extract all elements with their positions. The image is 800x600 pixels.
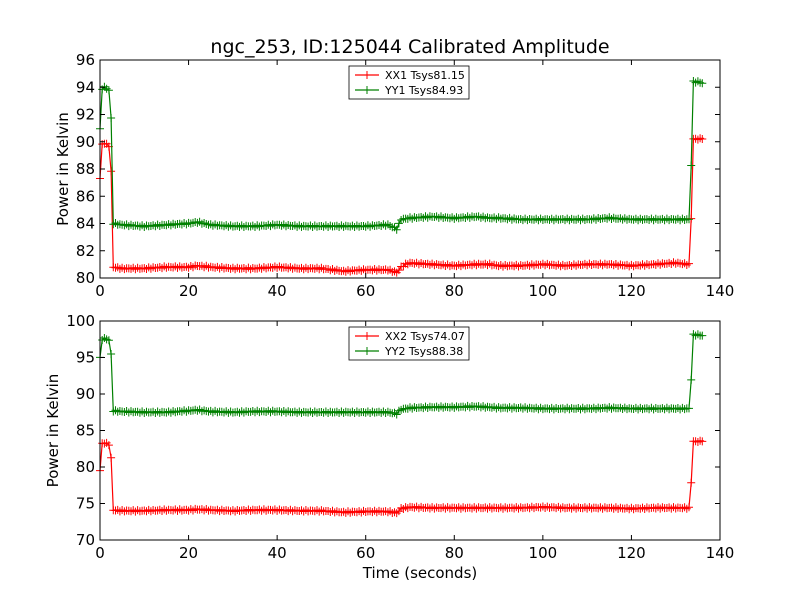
legend-box bbox=[348, 326, 470, 361]
y-tick-label: 70 bbox=[76, 531, 95, 549]
legend-label: XX1 Tsys81.15 bbox=[385, 69, 465, 82]
top-subplot: 0 20 40 60 80 100 120 140 80 82 84 86 88 90 92 94 96 Powe… bbox=[54, 51, 734, 300]
x-tick-label: 100 bbox=[529, 544, 558, 562]
x-tick-label: 60 bbox=[356, 282, 375, 300]
x-tick-label: 100 bbox=[529, 282, 558, 300]
y-axis-label: Power in Kelvin bbox=[54, 112, 72, 226]
data-point-marker bbox=[698, 437, 707, 446]
y-tick-label: 90 bbox=[76, 133, 95, 151]
x-tick-label: 0 bbox=[95, 544, 105, 562]
data-point-marker bbox=[698, 79, 707, 88]
y-tick-label: 94 bbox=[76, 78, 95, 96]
data-point-marker bbox=[104, 441, 113, 450]
y-tick-label: 82 bbox=[76, 242, 95, 260]
legend-label: YY2 Tsys88.38 bbox=[384, 345, 463, 358]
x-tick-label: 80 bbox=[445, 544, 464, 562]
data-point-marker bbox=[107, 453, 116, 462]
x-tick-label: 140 bbox=[706, 282, 735, 300]
legend-marker bbox=[363, 347, 371, 355]
y-tick-label: 95 bbox=[76, 349, 95, 367]
y-tick-label: 92 bbox=[76, 106, 95, 124]
x-tick-label: 20 bbox=[179, 282, 198, 300]
y-tick-label: 100 bbox=[66, 312, 95, 330]
data-point-marker bbox=[107, 167, 116, 176]
legend-box bbox=[348, 65, 470, 100]
y-tick-label: 80 bbox=[76, 269, 95, 287]
data-point-marker bbox=[685, 259, 693, 268]
x-tick-label: 140 bbox=[706, 544, 735, 562]
legend-label: XX2 Tsys74.07 bbox=[385, 330, 465, 343]
y-tick-label: 75 bbox=[76, 495, 95, 513]
data-point-marker bbox=[685, 215, 693, 224]
legend-marker bbox=[363, 71, 371, 79]
data-point-marker bbox=[104, 86, 113, 95]
chart-title: ngc_253, ID:125044 Calibrated Amplitude bbox=[210, 36, 609, 58]
x-tick-label: 40 bbox=[268, 282, 287, 300]
legend-marker bbox=[363, 332, 371, 340]
data-point-marker bbox=[392, 225, 401, 234]
y-tick-label: 86 bbox=[76, 187, 95, 205]
data-point-marker bbox=[685, 503, 693, 512]
x-tick-label: 60 bbox=[356, 544, 375, 562]
y-tick-label: 85 bbox=[76, 422, 95, 440]
data-point-marker bbox=[687, 161, 696, 170]
x-tick-label: 20 bbox=[179, 544, 198, 562]
y-tick-label: 96 bbox=[76, 51, 95, 69]
y-tick-label: 84 bbox=[76, 215, 95, 233]
data-point-marker bbox=[107, 350, 116, 358]
x-tick-label: 40 bbox=[268, 544, 287, 562]
y-tick-label: 90 bbox=[76, 385, 95, 403]
data-point-marker bbox=[698, 331, 707, 340]
bottom-subplot: 0 20 40 60 80 100 120 140 70 75 80 85 90 95 100 Power i… bbox=[44, 312, 734, 582]
x-tick-label: 0 bbox=[95, 282, 105, 300]
data-point-marker bbox=[104, 336, 113, 345]
legend-marker bbox=[363, 86, 371, 94]
x-tick-label: 120 bbox=[617, 282, 646, 300]
y-axis-label: Power in Kelvin bbox=[44, 374, 62, 488]
data-point-marker bbox=[107, 114, 116, 122]
legend-label: YY1 Tsys84.93 bbox=[384, 84, 463, 97]
data-point-marker bbox=[698, 135, 707, 143]
data-point-marker bbox=[687, 375, 696, 384]
y-tick-label: 88 bbox=[76, 160, 95, 178]
y-tick-label: 80 bbox=[76, 458, 95, 476]
x-tick-label: 80 bbox=[445, 282, 464, 300]
data-point-marker bbox=[685, 404, 693, 413]
x-tick-label: 120 bbox=[617, 544, 646, 562]
data-point-marker bbox=[687, 478, 696, 487]
x-axis-label: Time (seconds) bbox=[362, 564, 478, 582]
